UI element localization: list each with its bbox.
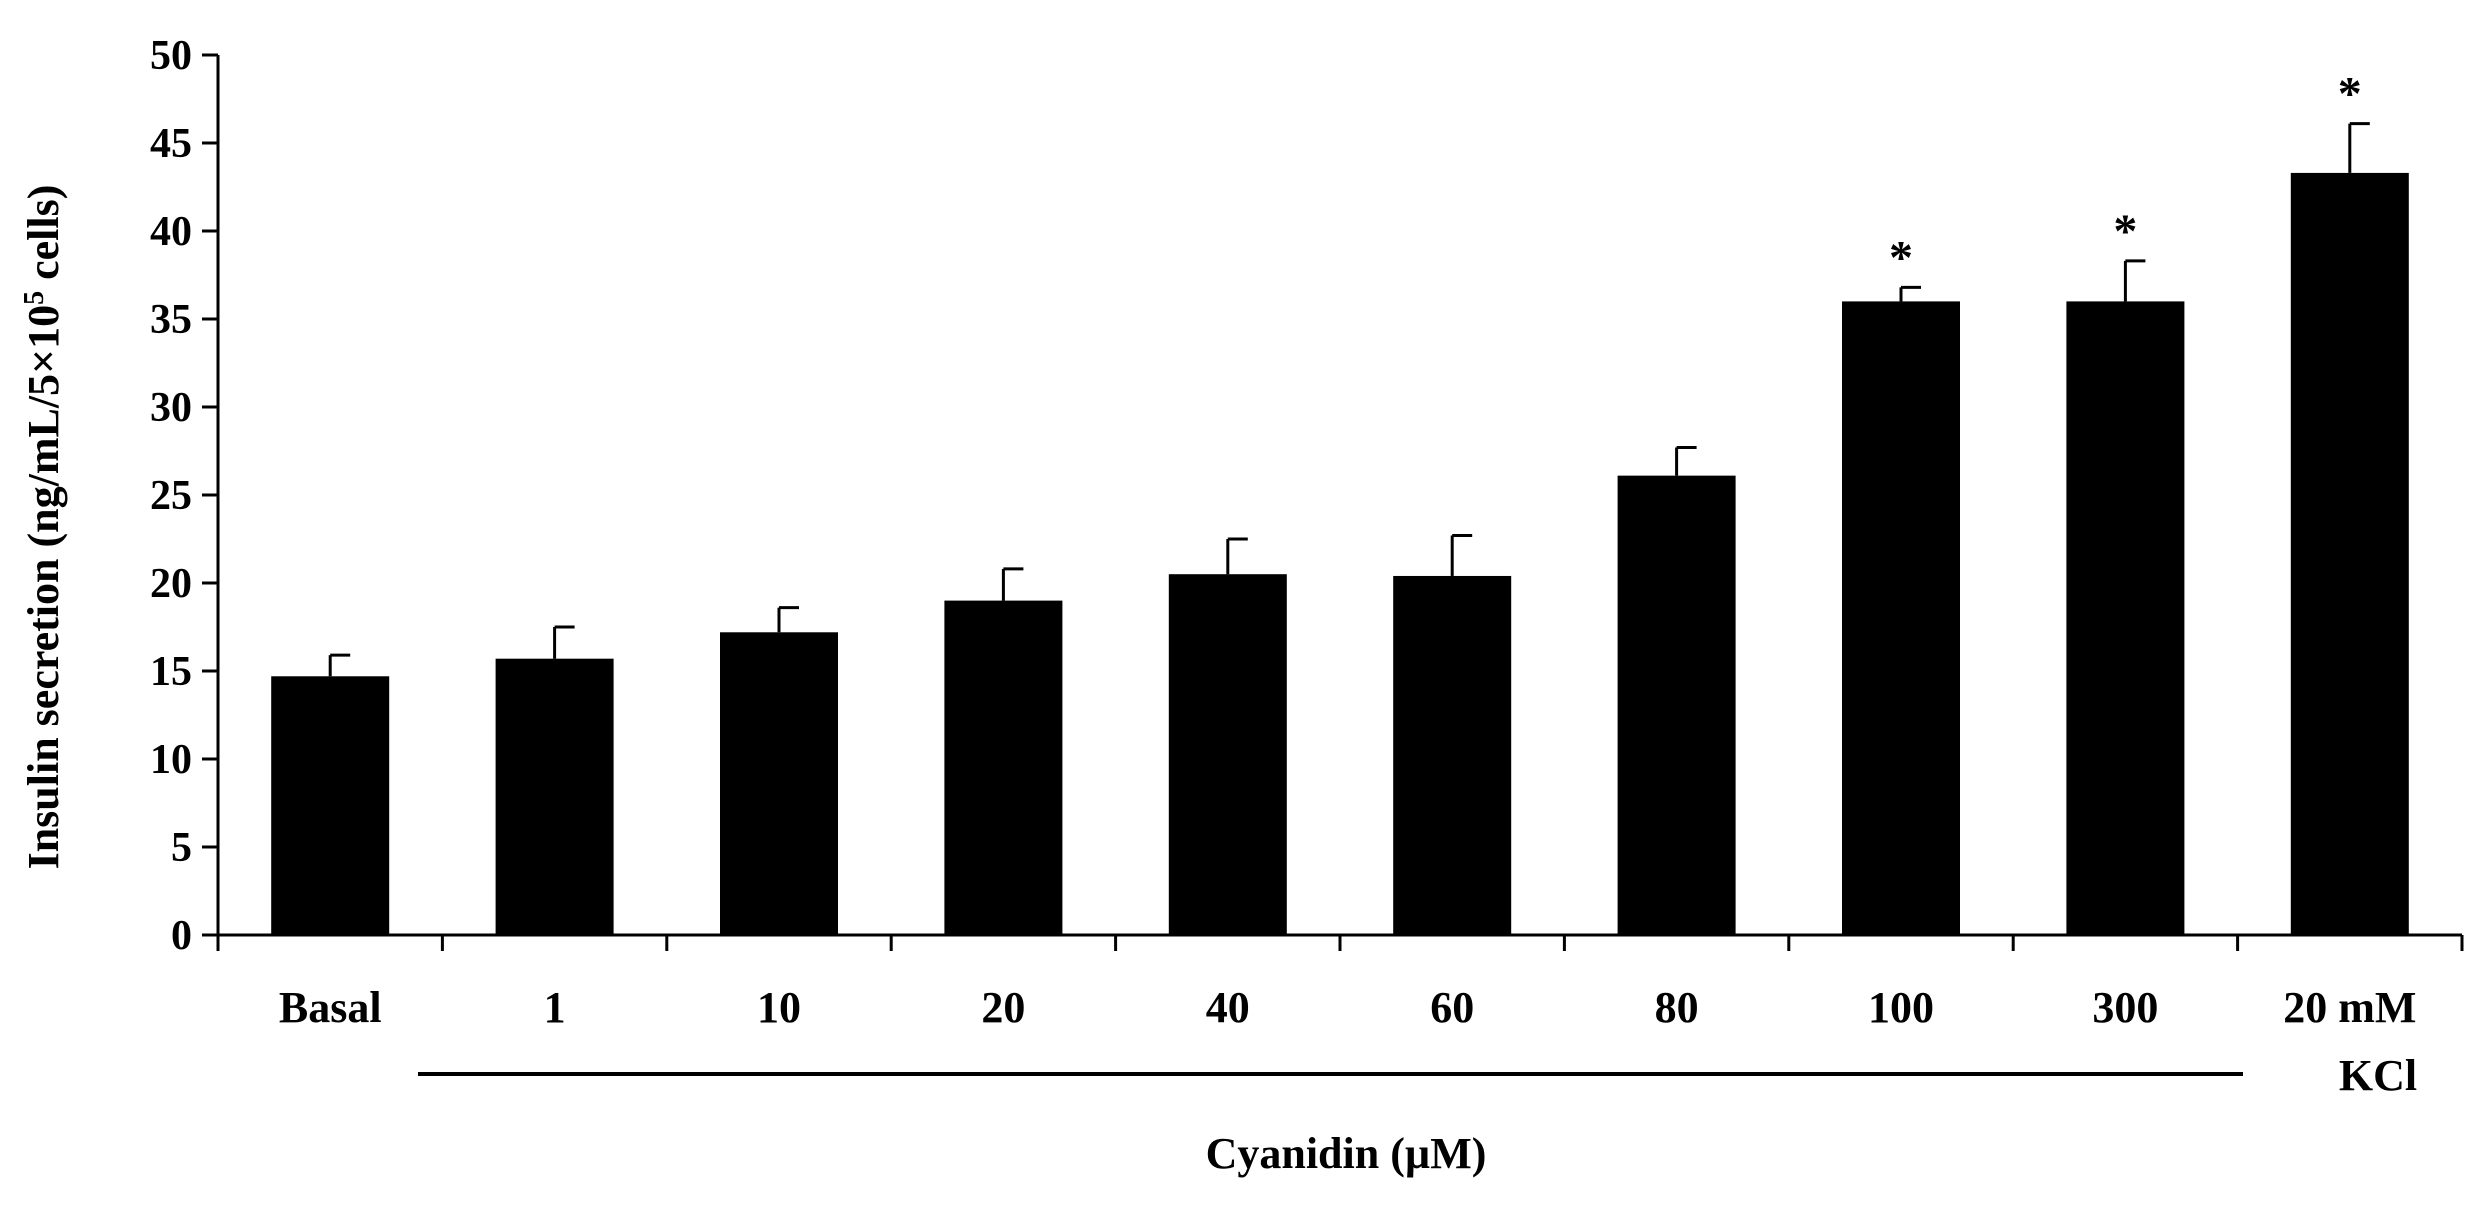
y-tick-label: 45 [150,121,192,167]
bar-1 [495,658,614,935]
category-label: 20 [981,983,1025,1032]
y-tick-label: 35 [150,297,192,343]
error-bars: * * * [328,68,2370,677]
category-label: 80 [1655,983,1699,1032]
significance-star: * [1889,231,1913,284]
bar-basal [271,676,390,935]
category-label: 40 [1206,983,1250,1032]
y-tick-label: 25 [150,473,192,519]
category-label: 60 [1430,983,1474,1032]
significance-star: * [2338,68,2362,121]
y-tick-label: 30 [150,385,192,431]
y-tick-label: 5 [171,825,192,871]
bars [271,172,2409,936]
category-label: 100 [1868,983,1934,1032]
category-label: 10 [757,983,801,1032]
y-tick-label: 50 [150,33,192,79]
y-axis-title-suffix: cells) [19,185,68,291]
group-label-kcl: KCl [2339,1051,2417,1100]
category-label: 20 mM [2283,983,2416,1032]
y-tick-label: 40 [150,209,192,255]
bar-100 [1842,301,1960,935]
bar-20 [944,600,1063,935]
bar-80 [1617,475,1736,935]
y-tick-label: 10 [150,737,192,783]
y-axis-title: Insulin secretion (ng/mL/5×105 cells) [19,185,69,870]
bar-20-mm [2290,172,2409,936]
y-axis-title-superscript: 5 [19,291,50,305]
category-label: Basal [279,983,382,1032]
bar-60 [1393,575,1512,935]
category-label: 1 [544,983,566,1032]
y-tick-label: 0 [171,913,192,959]
y-axis: 0 5 10 15 20 25 30 35 40 45 50 [150,33,220,959]
bar-300 [2066,301,2185,935]
y-axis-title-main: Insulin secretion (ng/mL/5×10 [19,305,68,870]
y-tick-label: 20 [150,561,192,607]
category-label: 300 [2092,983,2158,1032]
category-labels: Basal 1 10 20 40 60 80 100 300 20 mM [279,983,2417,1032]
x-axis-title: Cyanidin (µM) [1206,1129,1487,1178]
x-axis [216,933,2464,951]
significance-star: * [2113,205,2137,258]
bar-10 [720,632,838,935]
y-tick-label: 15 [150,649,192,695]
bar-40 [1168,574,1287,935]
